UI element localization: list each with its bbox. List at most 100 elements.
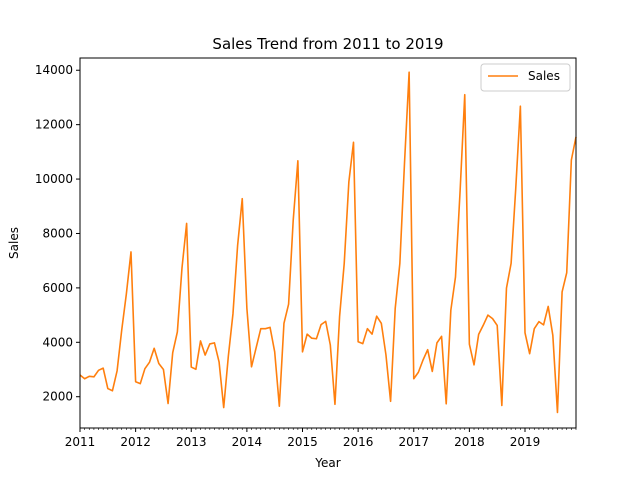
data-point-sales bbox=[102, 367, 104, 369]
data-point-sales bbox=[273, 351, 275, 353]
data-point-sales bbox=[148, 361, 150, 363]
data-point-sales bbox=[528, 353, 530, 355]
y-tick-label: 6000 bbox=[42, 281, 73, 295]
data-point-sales bbox=[278, 405, 280, 407]
data-point-sales bbox=[366, 327, 368, 329]
data-point-sales bbox=[269, 326, 271, 328]
data-point-sales bbox=[227, 355, 229, 357]
data-point-sales bbox=[264, 327, 266, 329]
data-point-sales bbox=[496, 324, 498, 326]
data-point-sales bbox=[357, 341, 359, 343]
data-point-sales bbox=[380, 322, 382, 324]
x-tick-label: 2012 bbox=[120, 435, 151, 449]
data-point-sales bbox=[213, 342, 215, 344]
data-point-sales bbox=[176, 331, 178, 333]
y-tick-label: 14000 bbox=[35, 63, 73, 77]
x-tick-label: 2015 bbox=[287, 435, 318, 449]
data-point-sales bbox=[477, 333, 479, 335]
data-point-sales bbox=[426, 348, 428, 350]
data-point-sales bbox=[241, 197, 243, 199]
data-point-sales bbox=[139, 382, 141, 384]
data-point-sales bbox=[408, 71, 410, 73]
data-point-sales bbox=[125, 293, 127, 295]
data-point-sales bbox=[524, 332, 526, 334]
y-tick-label: 12000 bbox=[35, 118, 73, 132]
data-point-sales bbox=[246, 307, 248, 309]
data-point-sales bbox=[422, 359, 424, 361]
data-point-sales bbox=[297, 160, 299, 162]
data-point-sales bbox=[306, 333, 308, 335]
data-point-sales bbox=[473, 364, 475, 366]
data-point-sales bbox=[343, 262, 345, 264]
data-point-sales bbox=[440, 335, 442, 337]
data-point-sales bbox=[311, 337, 313, 339]
data-point-sales bbox=[459, 190, 461, 192]
data-point-sales bbox=[538, 320, 540, 322]
data-point-sales bbox=[403, 162, 405, 164]
data-point-sales bbox=[223, 406, 225, 408]
data-point-sales bbox=[97, 369, 99, 371]
data-point-sales bbox=[552, 334, 554, 336]
y-tick-label: 8000 bbox=[42, 226, 73, 240]
x-tick-label: 2011 bbox=[65, 435, 96, 449]
data-point-sales bbox=[301, 351, 303, 353]
data-point-sales bbox=[362, 342, 364, 344]
data-point-sales bbox=[375, 315, 377, 317]
data-point-sales bbox=[334, 403, 336, 405]
data-point-sales bbox=[515, 187, 517, 189]
data-point-sales bbox=[134, 381, 136, 383]
x-tick-label: 2016 bbox=[343, 435, 374, 449]
data-point-sales bbox=[292, 219, 294, 221]
data-point-sales bbox=[394, 307, 396, 309]
data-point-sales bbox=[436, 342, 438, 344]
data-point-sales bbox=[556, 411, 558, 413]
data-point-sales bbox=[329, 344, 331, 346]
data-point-sales bbox=[464, 94, 466, 96]
data-point-sales bbox=[260, 327, 262, 329]
data-point-sales bbox=[352, 141, 354, 143]
legend-label-sales: Sales bbox=[528, 69, 560, 83]
data-point-sales bbox=[250, 366, 252, 368]
data-point-sales bbox=[510, 262, 512, 264]
legend: Sales bbox=[480, 63, 571, 92]
data-point-sales bbox=[505, 287, 507, 289]
y-tick-label: 2000 bbox=[42, 390, 73, 404]
data-point-sales bbox=[111, 390, 113, 392]
data-point-sales bbox=[116, 370, 118, 372]
data-point-sales bbox=[121, 329, 123, 331]
x-tick-label: 2018 bbox=[454, 435, 485, 449]
data-point-sales bbox=[320, 323, 322, 325]
plot-frame bbox=[79, 57, 577, 429]
data-point-sales bbox=[218, 361, 220, 363]
data-point-sales bbox=[185, 222, 187, 224]
data-point-sales bbox=[153, 347, 155, 349]
data-point-sales bbox=[195, 368, 197, 370]
data-point-sales bbox=[482, 324, 484, 326]
x-tick-label: 2017 bbox=[398, 435, 429, 449]
data-point-sales bbox=[324, 320, 326, 322]
data-point-sales bbox=[399, 262, 401, 264]
x-tick-label: 2013 bbox=[176, 435, 207, 449]
data-point-sales bbox=[417, 371, 419, 373]
data-point-sales bbox=[88, 375, 90, 377]
data-point-sales bbox=[338, 315, 340, 317]
data-point-sales bbox=[348, 181, 350, 183]
data-point-sales bbox=[83, 378, 85, 380]
data-point-sales bbox=[533, 327, 535, 329]
data-point-sales bbox=[389, 400, 391, 402]
data-point-sales bbox=[487, 314, 489, 316]
data-point-sales bbox=[371, 333, 373, 335]
data-point-sales bbox=[287, 303, 289, 305]
data-point-sales bbox=[561, 291, 563, 293]
y-axis-ticks: 2000 4000 6000 8000 10000 12000 14000 bbox=[35, 63, 80, 404]
x-axis-label: Year bbox=[314, 456, 340, 470]
data-point-sales bbox=[519, 105, 521, 107]
data-point-sales bbox=[547, 305, 549, 307]
data-point-sales bbox=[255, 347, 257, 349]
data-point-sales bbox=[172, 351, 174, 353]
chart-title: Sales Trend from 2011 to 2019 bbox=[212, 35, 443, 53]
data-point-sales bbox=[570, 159, 572, 161]
data-point-sales bbox=[491, 317, 493, 319]
y-tick-label: 10000 bbox=[35, 172, 73, 186]
data-point-sales bbox=[431, 370, 433, 372]
